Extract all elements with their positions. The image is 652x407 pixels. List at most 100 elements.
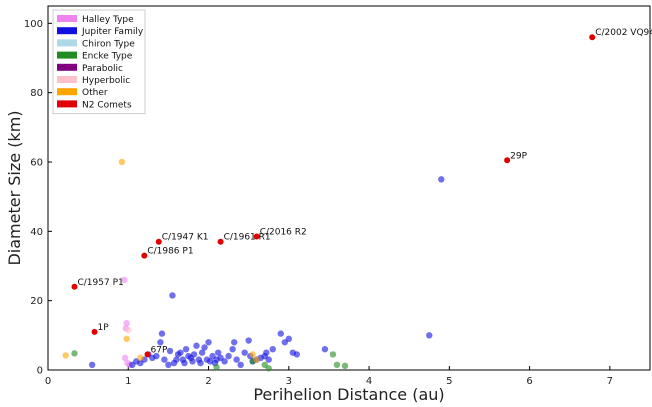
data-point	[123, 320, 130, 327]
data-point	[253, 356, 260, 363]
data-point	[161, 356, 168, 363]
data-point	[269, 346, 276, 353]
data-point	[213, 364, 220, 371]
legend-swatch	[57, 27, 77, 35]
point-annotation: 67P	[151, 345, 168, 355]
legend-entry: Halley Type	[82, 15, 134, 25]
data-point	[237, 361, 244, 368]
data-point	[231, 339, 238, 346]
legend-swatch	[57, 51, 77, 59]
data-point	[233, 356, 240, 363]
y-axis-label: Diameter Size (km)	[5, 110, 24, 265]
data-point	[166, 347, 174, 355]
legend-swatch	[57, 15, 77, 22]
data-point	[165, 361, 172, 368]
data-point	[169, 292, 176, 299]
data-point	[285, 335, 292, 342]
legend-entry: Encke Type	[82, 52, 133, 62]
data-point	[321, 346, 329, 353]
data-point	[125, 326, 132, 334]
data-point	[197, 359, 204, 367]
data-point	[158, 330, 166, 337]
point-annotation: C/1961 R1	[224, 233, 271, 243]
x-tick-label: 0	[45, 376, 51, 387]
data-point	[265, 365, 272, 372]
legend-swatch	[57, 63, 77, 71]
data-point	[182, 346, 190, 353]
legend-swatch	[57, 100, 77, 108]
x-tick-label: 1	[125, 376, 131, 387]
plot-frame	[47, 5, 651, 371]
legend-entry: Parabolic	[82, 64, 123, 74]
data-point	[217, 238, 224, 245]
legend-swatch	[57, 76, 77, 83]
data-point	[201, 344, 208, 351]
legend-entry: Chiron Type	[82, 39, 135, 49]
y-tick-label: 60	[30, 158, 43, 169]
data-point	[229, 346, 236, 353]
point-annotation: C/1957 P1	[77, 278, 123, 288]
data-point	[88, 361, 96, 368]
data-point	[333, 361, 341, 368]
annotations-group: C/2002 VQ94 29P C/1947 K1 C/1961 R1C/2016 R…	[77, 28, 652, 355]
x-tick-label: 7	[607, 376, 613, 387]
data-point	[153, 352, 160, 360]
data-point	[214, 349, 222, 356]
legend-entry: Jupiter Family	[81, 27, 144, 37]
data-point	[504, 157, 511, 164]
data-point	[190, 351, 198, 358]
data-point	[263, 349, 270, 356]
x-tick-label: 4	[366, 376, 372, 387]
x-tick-label: 6	[526, 376, 532, 387]
y-tick-label: 40	[30, 227, 43, 238]
point-annotation: C/2002 VQ94	[595, 28, 652, 38]
y-tick-label: 20	[30, 296, 43, 307]
data-point	[426, 332, 433, 339]
legend-entry: Other	[82, 88, 108, 98]
data-point	[181, 359, 188, 367]
x-tick-label: 5	[446, 376, 452, 387]
legend-swatch	[57, 39, 77, 47]
legend-swatch	[57, 88, 77, 96]
data-point	[71, 283, 78, 290]
points-group	[62, 34, 596, 372]
data-point	[157, 339, 164, 346]
data-point	[438, 176, 445, 183]
data-point	[71, 350, 78, 357]
data-point	[277, 330, 284, 337]
data-point	[329, 351, 337, 358]
data-point	[62, 352, 69, 359]
x-tick-label: 3	[286, 376, 292, 387]
point-annotation: C/1947 K1	[162, 233, 209, 243]
data-point	[177, 349, 184, 356]
data-point	[155, 238, 162, 245]
data-point	[225, 352, 232, 360]
legend-entry: N2 Comets	[82, 100, 132, 110]
data-point	[249, 351, 256, 358]
data-point	[137, 354, 144, 362]
point-annotation: 1P	[98, 323, 110, 333]
data-point	[221, 358, 228, 365]
x-tick-label: 2	[205, 376, 211, 387]
y-tick-label: 100	[24, 19, 43, 30]
data-point	[141, 252, 148, 259]
data-point	[173, 356, 180, 363]
data-point	[589, 34, 596, 41]
legend-entry: Hyperbolic	[82, 76, 130, 86]
data-point	[121, 276, 128, 284]
point-annotation: C/2016 R2	[260, 228, 307, 238]
data-point	[341, 362, 349, 370]
data-point	[241, 349, 248, 356]
data-point	[144, 351, 151, 358]
data-point	[265, 356, 272, 363]
data-point	[118, 158, 126, 166]
data-point	[121, 354, 129, 362]
tick-group: 0 1 2 3 4 5 6 7 0 20 40 60 80 100	[24, 19, 613, 387]
data-point	[198, 349, 206, 356]
y-tick-label: 0	[37, 366, 43, 377]
point-annotation: 29P	[510, 151, 527, 161]
data-point	[206, 358, 214, 365]
data-point	[205, 339, 212, 346]
data-point	[123, 335, 130, 342]
